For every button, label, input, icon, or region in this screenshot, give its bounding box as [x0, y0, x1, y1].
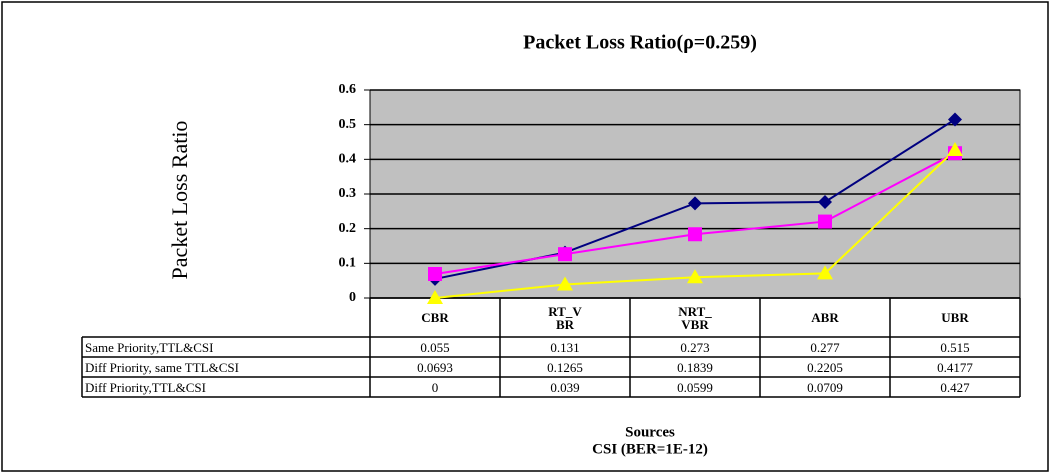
marker [558, 247, 572, 262]
table-value: 0.4177 [890, 357, 1020, 377]
table-value-text: 0.4177 [937, 359, 973, 375]
table-value: 0.427 [890, 377, 1020, 397]
table-value: 0.0709 [760, 377, 890, 397]
marker [427, 290, 443, 304]
x-tick-label-text: UBR [941, 310, 969, 325]
table-value-text: 0.0693 [417, 359, 453, 375]
marker [818, 214, 832, 229]
marker [428, 266, 442, 281]
y-tick-label: 0 [349, 290, 356, 305]
x-tick-label: ABR [760, 298, 890, 337]
y-tick-label: 0.4 [339, 152, 357, 167]
legend-label-text: Diff Priority,TTL&CSI [85, 379, 206, 395]
chart-title: Packet Loss Ratio(ρ=0.259) [523, 32, 757, 54]
table-value: 0.131 [500, 337, 630, 357]
table-value: 0.0599 [630, 377, 760, 397]
table-value: 0 [370, 377, 500, 397]
table-value-text: 0.273 [680, 339, 710, 355]
marker [817, 265, 833, 280]
legend-label-text: Diff Priority, same TTL&CSI [85, 359, 239, 375]
legend-label: Same Priority,TTL&CSI [82, 337, 370, 357]
table-value: 0.2205 [760, 357, 890, 377]
marker [948, 112, 962, 127]
table-value-text: 0.0709 [807, 379, 843, 395]
x-tick-label: RT_V BR [500, 298, 630, 337]
y-tick-label: 0.2 [339, 221, 357, 236]
x-tick-label: UBR [890, 298, 1020, 337]
table-value: 0.1839 [630, 357, 760, 377]
y-tick-label: 0.1 [339, 256, 357, 271]
legend-label: Diff Priority, same TTL&CSI [82, 357, 370, 377]
marker [687, 269, 703, 284]
table-value-text: 0.2205 [807, 359, 843, 375]
table-value-text: 0.427 [940, 379, 970, 395]
table-value-text: 0.055 [420, 339, 450, 355]
table-value: 0.0693 [370, 357, 500, 377]
legend-label-text: Same Priority,TTL&CSI [85, 339, 214, 355]
x-tick-label-text: CBR [421, 310, 449, 325]
legend-label: Diff Priority,TTL&CSI [82, 377, 370, 397]
marker [688, 227, 702, 242]
y-tick-label: 0.5 [339, 117, 357, 132]
marker [947, 141, 963, 156]
table-value-text: 0.1839 [677, 359, 713, 375]
table-value-text: 0.515 [940, 339, 970, 355]
table-value-text: 0.0599 [677, 379, 713, 395]
y-tick-label: 0.3 [339, 186, 357, 201]
x-tick-label-text: ABR [811, 310, 839, 325]
table-value-text: 0.039 [550, 379, 580, 395]
table-value: 0.1265 [500, 357, 630, 377]
x-axis-label: Sources [625, 424, 675, 440]
marker [818, 194, 832, 209]
x-axis-note: CSI (BER=1E-12) [592, 441, 708, 457]
table-value-text: 0.131 [550, 339, 580, 355]
table-value: 0.277 [760, 337, 890, 357]
x-tick-label: NRT_ VBR [630, 298, 760, 337]
table-value-text: 0.277 [810, 339, 840, 355]
y-tick-label: 0.6 [339, 82, 357, 97]
marker [688, 196, 702, 211]
table-value: 0.039 [500, 377, 630, 397]
x-tick-label-text: NRT_ VBR [678, 303, 712, 332]
y-axis-label: Packet Loss Ratio [167, 121, 192, 280]
x-tick-label-text: RT_V BR [548, 303, 582, 332]
table-value: 0.273 [630, 337, 760, 357]
table-value-text: 0.1265 [547, 359, 583, 375]
table-value: 0.515 [890, 337, 1020, 357]
x-tick-label: CBR [370, 298, 500, 337]
table-value-text: 0 [431, 379, 439, 395]
table-value: 0.055 [370, 337, 500, 357]
marker [557, 276, 573, 291]
